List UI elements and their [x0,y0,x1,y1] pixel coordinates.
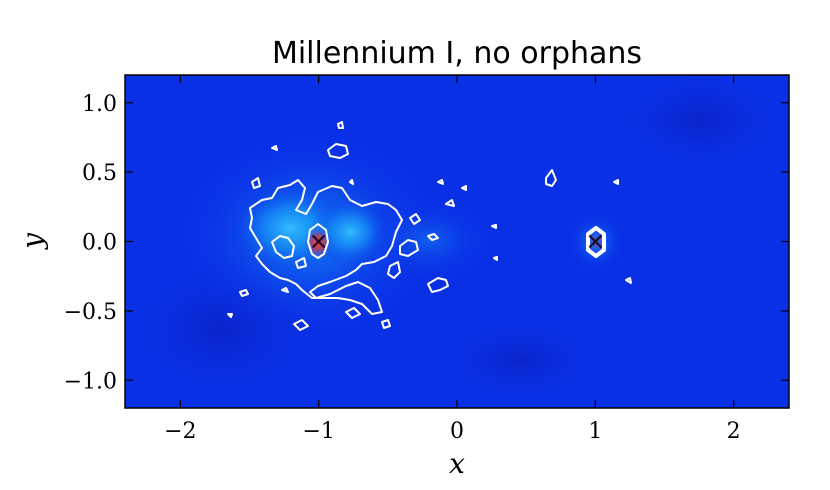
darker-patch [600,75,789,180]
x-axis: −2 −1 0 1 2 [164,75,741,444]
contour-small [337,121,344,129]
contour-small [227,313,233,318]
contour-peak-right [586,226,606,258]
contour-small [493,256,498,261]
contour-right-small [613,179,619,185]
contour-small [491,224,497,229]
x-tick-label: 1 [588,419,602,444]
x-tick-label: −2 [164,419,196,444]
contour-main-left [249,179,403,315]
markers [311,234,603,249]
contour-small [381,319,391,329]
contour-small [349,179,354,185]
heatmap-area [125,75,789,408]
chart-title: Millennium I, no orphans [272,36,642,71]
x-marker-right [588,234,603,249]
density-blob-faint [370,200,490,280]
darker-patch [430,310,610,408]
contour-upper [327,143,349,159]
y-tick-label: −1.0 [64,369,117,394]
y-tick-label: −0.5 [64,300,117,325]
contour-center-ring [307,223,329,259]
contour-small [409,213,421,225]
x-tick-label: −1 [302,419,334,444]
contour-right-small [545,169,557,187]
y-tick-label: 0.0 [82,231,117,256]
contour-small [427,233,439,241]
contour-small [399,239,419,257]
y-tick-label: 1.0 [82,92,117,117]
contour-lines [227,121,632,331]
contour-left-inner [271,235,295,259]
contour-small [437,179,444,185]
contour-small [427,277,449,293]
x-tick-label: 2 [727,419,741,444]
contour-right-small [625,277,632,284]
contour-small [293,319,309,331]
contour-small [281,287,289,293]
contour-small [239,289,249,297]
contour-small [445,199,455,207]
contour-small [461,185,467,191]
contour-small [387,261,401,279]
y-tick-label: 0.5 [82,161,117,186]
contour-small [345,307,361,319]
x-tick-label: 0 [450,419,464,444]
contour-small [271,145,278,151]
y-axis: 1.0 0.5 0.0 −0.5 −1.0 [64,92,789,394]
y-axis-label: y [16,232,49,251]
x-axis-label: x [449,447,465,480]
x-marker-left [311,234,326,249]
contour-small [251,177,261,189]
contour-hole [295,257,307,269]
